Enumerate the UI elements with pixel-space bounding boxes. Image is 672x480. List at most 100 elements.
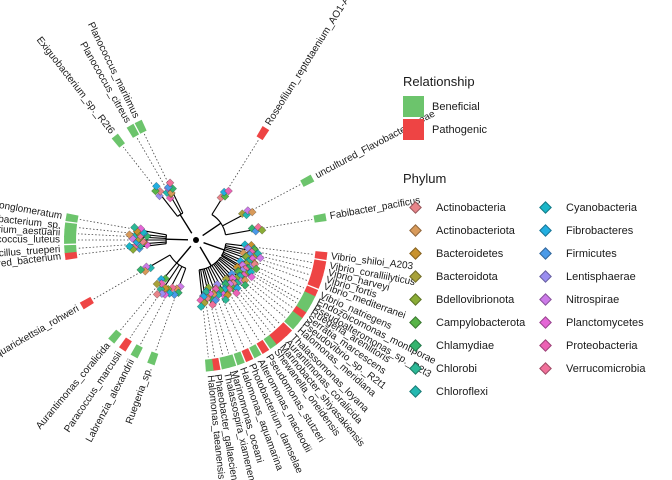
tip-point [257, 225, 267, 235]
legend-item-phylum: Bdellovibrionota [403, 288, 533, 311]
tree-branch [199, 246, 212, 267]
tip-leader-line [140, 296, 167, 345]
tip-leader-line [244, 274, 293, 309]
phylum-diamond-icon [539, 224, 552, 237]
relationship-bar [300, 174, 315, 187]
phylum-diamond-icon [539, 293, 552, 306]
relationship-bar [309, 271, 324, 283]
tip-point [152, 181, 161, 191]
legend-item-phylum: Proteobacteria [533, 334, 645, 357]
relationship-bar [126, 123, 140, 138]
tip-point [256, 253, 265, 263]
tip-leader-line [78, 233, 129, 237]
tip-point [165, 178, 175, 188]
tip-leader-line [261, 256, 311, 269]
tree-branch [203, 242, 225, 251]
relationship-bar [108, 329, 122, 344]
legend-item-phylum: Nitrospirae [533, 288, 645, 311]
tip-point [247, 207, 257, 217]
tip-leader-line [79, 219, 134, 230]
beneficial-swatch [403, 96, 424, 117]
legend-item-phylum: Bacteroidota [403, 265, 533, 288]
tree-branch [199, 256, 222, 271]
tip-leader-line [262, 219, 313, 229]
tree-branch [179, 214, 193, 234]
phylum-diamond-icon [409, 362, 422, 375]
relationship-bar [284, 316, 299, 330]
phylum-diamond-icon [539, 339, 552, 352]
tip-point [157, 279, 166, 288]
tip-leader-line [78, 227, 137, 235]
tip-leader-line [253, 257, 309, 275]
tip-leader-line [119, 285, 158, 331]
legend-label-phylum: Actinobacteria [436, 201, 506, 214]
tip-leader-line [143, 133, 169, 183]
tip-leader-line [227, 299, 252, 345]
legend-label-phylum: Chlorobi [436, 362, 477, 375]
legend-item-pathogenic: Pathogenic [403, 118, 487, 141]
tip-point [157, 289, 167, 299]
tree-branch [176, 245, 192, 264]
phylum-legend: Phylum Actinobacteria Actinobacteriota Bac… [403, 171, 645, 403]
tip-leader-line [238, 292, 271, 332]
tip-point [247, 272, 256, 282]
legend-item-phylum: Planctomycetes [533, 311, 645, 334]
relationship-bar [219, 356, 230, 370]
tip-leader-line [93, 271, 141, 300]
tip-leader-line [78, 247, 129, 255]
tip-point [125, 241, 134, 251]
legend-label-pathogenic: Pathogenic [432, 123, 488, 136]
legend-item-phylum: Cyanobacteria [533, 196, 645, 219]
tip-leader-line [136, 137, 167, 189]
phylum-diamond-icon [409, 270, 422, 283]
relationship-bar [295, 300, 310, 314]
relationship-bar [134, 119, 147, 134]
legend-label-phylum: Campylobacterota [436, 316, 526, 329]
phylum-diamond-icon [539, 270, 552, 283]
relationship-bar [256, 126, 270, 141]
relationship-bar [288, 311, 303, 325]
relationship-bar [64, 229, 77, 238]
legend-label-phylum: Actinobacteriota [436, 224, 515, 237]
relationship-bar [111, 133, 125, 148]
legend-item-phylum: Lentisphaerae [533, 265, 645, 288]
legend-item-phylum: Firmicutes [533, 242, 645, 265]
legend-item-phylum: Actinobacteria [403, 196, 533, 219]
phylum-diamond-icon [409, 339, 422, 352]
relationship-bar [64, 222, 78, 232]
relationship-bar [241, 348, 254, 363]
relationship-bar [313, 213, 327, 223]
relationship-bar [204, 358, 214, 372]
tip-point [156, 274, 166, 284]
tip-leader-line [78, 243, 137, 249]
tip-leader-line [252, 184, 301, 211]
relationship-bar [304, 285, 319, 298]
phylum-diamond-icon [539, 201, 552, 214]
relationship-legend-title: Relationship [403, 74, 475, 89]
phylum-diamond-icon [409, 385, 422, 398]
phylum-diamond-icon [409, 224, 422, 237]
tip-leader-line [238, 282, 280, 324]
pathogenic-swatch [403, 119, 424, 140]
tip-leader-line [202, 307, 209, 358]
tip-point [152, 279, 162, 289]
relationship-bar [273, 326, 288, 341]
relationship-bar [249, 344, 262, 359]
tip-label: Roseofilum_reptotaenium_AO1-A [264, 0, 353, 128]
relationship-bar [64, 236, 77, 244]
tree-branch [220, 243, 227, 257]
relationship-bar [211, 357, 221, 371]
legend-item-beneficial: Beneficial [403, 95, 487, 118]
relationship-bar [263, 334, 277, 350]
tip-label: Micrococcus_luteus [0, 235, 60, 246]
tip-leader-lines [78, 133, 314, 358]
tip-leader-line [246, 279, 290, 313]
relationship-bar [118, 337, 132, 352]
relationship-bar [307, 277, 322, 289]
tip-point [240, 280, 250, 290]
legend-item-phylum: Verrucomicrobia [533, 357, 645, 380]
relationship-bar [147, 351, 159, 366]
tip-point [233, 283, 242, 293]
tip-leader-line [217, 300, 237, 352]
